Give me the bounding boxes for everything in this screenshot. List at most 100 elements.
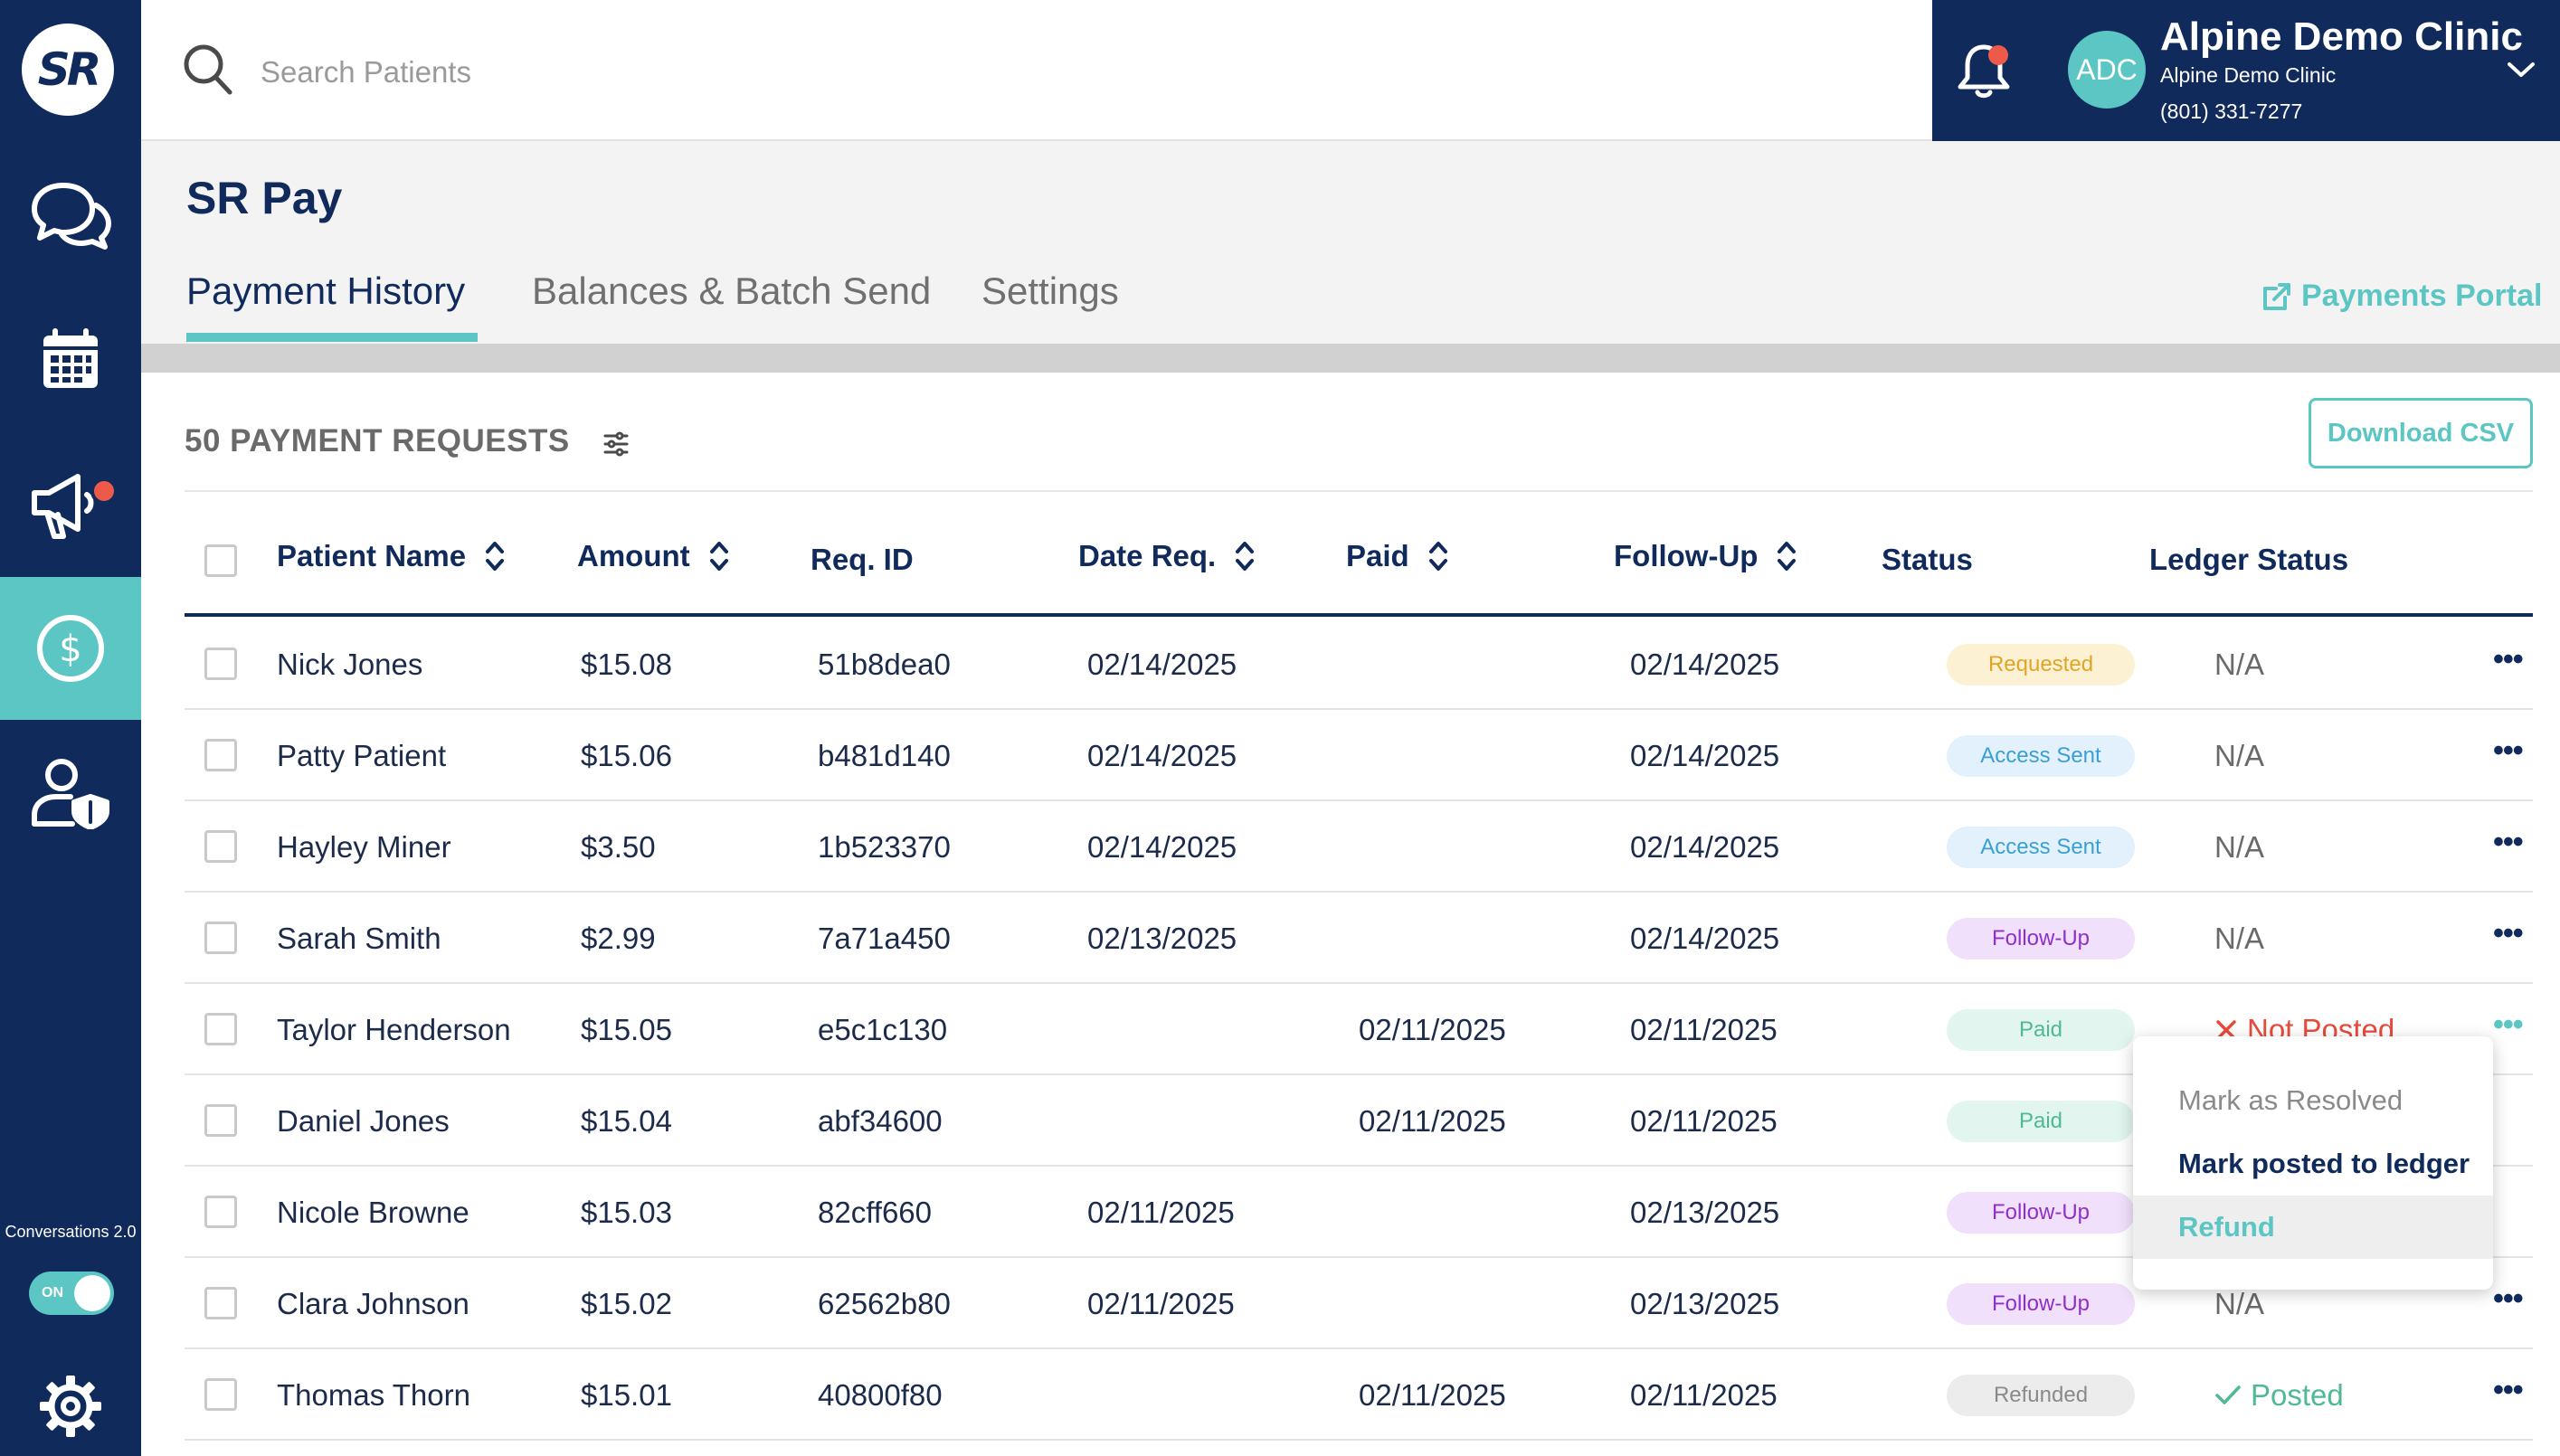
sort-icon [1236,542,1255,571]
follow-up-date: 02/11/2025 [1630,1104,1778,1138]
row-checkbox[interactable] [204,648,237,680]
gear-icon [40,1376,101,1437]
clinic-name: Alpine Demo Clinic [2160,14,2523,59]
col-follow-up[interactable]: Follow-Up [1614,539,1797,573]
row-checkbox[interactable] [204,830,237,863]
patient-name[interactable]: Taylor Henderson [277,1013,511,1046]
search-input[interactable] [261,47,1346,98]
paid-date: 02/11/2025 [1359,1104,1506,1138]
toggle-label: ON [42,1285,63,1300]
dollar-circle-icon: $ [37,615,104,682]
col-label: Date Req. [1078,539,1217,572]
row-checkbox[interactable] [204,1013,237,1045]
search-icon [184,44,232,95]
ledger-status-text: N/A [2214,830,2265,864]
check-mark-icon [2215,1385,2241,1404]
nav-conversations[interactable] [0,143,141,286]
follow-up-date: 02/14/2025 [1630,830,1780,864]
select-all-checkbox[interactable] [204,544,237,577]
table-row[interactable]: Sarah Smith $2.99 7a71a450 02/13/2025 02… [185,893,2533,984]
amount: $15.05 [581,1013,672,1046]
chevron-down-icon[interactable] [2506,60,2536,80]
nav-user-security[interactable] [0,722,141,865]
col-paid[interactable]: Paid [1346,539,1449,573]
megaphone-icon [32,474,94,539]
col-ledger-status: Ledger Status [2149,543,2348,577]
active-tab-indicator [186,333,478,342]
table-row[interactable]: Hayley Miner $3.50 1b523370 02/14/2025 0… [185,801,2533,893]
row-checkbox[interactable] [204,922,237,954]
row-more-button[interactable]: ••• [2493,1281,2524,1316]
conversations-toggle[interactable]: ON [29,1272,114,1315]
nav-calendar[interactable] [0,288,141,430]
row-checkbox[interactable] [204,1196,237,1228]
menu-mark-posted-to-ledger[interactable]: Mark posted to ledger [2178,1148,2470,1179]
patient-name[interactable]: Sarah Smith [277,922,441,955]
payment-requests-card: 50 PAYMENT REQUESTS Download CSV Patient… [141,373,2560,1456]
campaign-notification-dot [90,477,118,505]
col-req-id: Req. ID [811,543,914,577]
nav-campaigns[interactable] [0,432,141,575]
table-row[interactable]: Nicole Browne $15.03 82cff660 02/11/2025… [185,1167,2533,1258]
card-separator [185,490,2533,492]
clinic-switcher[interactable]: ADC Alpine Demo Clinic Alpine Demo Clini… [1932,0,2560,141]
download-csv-button[interactable]: Download CSV [2309,398,2533,468]
nav-payments[interactable]: $ [0,577,141,720]
date-req: 02/11/2025 [1087,1287,1235,1320]
filter-sliders-icon[interactable] [602,430,630,458]
follow-up-date: 02/14/2025 [1630,922,1780,955]
col-date-req[interactable]: Date Req. [1078,539,1256,573]
menu-refund[interactable]: Refund [2133,1196,2493,1259]
patient-name[interactable]: Clara Johnson [277,1287,469,1320]
sr-logo[interactable]: SR [22,24,114,116]
amount: $15.03 [581,1196,672,1229]
patient-name[interactable]: Daniel Jones [277,1104,450,1138]
notification-dot [1988,45,2008,65]
follow-up-date: 02/13/2025 [1630,1287,1780,1320]
payments-portal-label: Payments Portal [2301,279,2543,313]
patient-name[interactable]: Thomas Thorn [277,1378,470,1412]
payments-portal-link[interactable]: Payments Portal [2261,279,2542,314]
nav-settings[interactable] [0,1357,141,1456]
date-req: 02/14/2025 [1087,648,1237,681]
patient-name[interactable]: Patty Patient [277,739,447,772]
status-badge: Paid [1947,1009,2135,1051]
status-badge: Refunded [1947,1375,2135,1416]
amount: $2.99 [581,922,656,955]
table-row[interactable]: Clara Johnson $15.02 62562b80 02/11/2025… [185,1258,2533,1349]
tab-balances-batch-send[interactable]: Balances & Batch Send [532,269,932,312]
req-id: 7a71a450 [818,922,951,955]
col-patient-name[interactable]: Patient Name [277,539,506,573]
patient-name[interactable]: Hayley Miner [277,830,451,864]
col-amount[interactable]: Amount [577,539,730,573]
row-more-button[interactable]: ••• [2493,916,2524,950]
amount: $3.50 [581,830,656,864]
row-checkbox[interactable] [204,739,237,771]
req-id: 51b8dea0 [818,648,951,681]
date-req: 02/13/2025 [1087,922,1237,955]
col-label: Paid [1346,539,1409,572]
row-more-button[interactable]: ••• [2493,1007,2524,1042]
row-checkbox[interactable] [204,1104,237,1137]
table-row[interactable]: Nick Jones $15.08 51b8dea0 02/14/2025 02… [185,619,2533,710]
table-row[interactable]: Patty Patient $15.06 b481d140 02/14/2025… [185,710,2533,801]
row-checkbox[interactable] [204,1287,237,1319]
calendar-icon [43,328,98,388]
req-id: 62562b80 [818,1287,951,1320]
table-row[interactable]: Thomas Thorn $15.01 40800f80 02/11/2025 … [185,1349,2533,1441]
row-more-button[interactable]: ••• [2493,825,2524,859]
toggle-knob [74,1275,110,1311]
follow-up-date: 02/13/2025 [1630,1196,1780,1229]
status-badge: Follow-Up [1947,1192,2135,1234]
patient-name[interactable]: Nick Jones [277,648,423,681]
row-more-button[interactable]: ••• [2493,733,2524,768]
date-req: 02/11/2025 [1087,1196,1235,1229]
table-row[interactable]: Daniel Jones $15.04 abf34600 02/11/2025 … [185,1075,2533,1167]
patient-name[interactable]: Nicole Browne [277,1196,469,1229]
tab-settings[interactable]: Settings [981,269,1119,312]
row-more-button[interactable]: ••• [2493,642,2524,676]
tab-payment-history[interactable]: Payment History [186,269,466,312]
row-more-button[interactable]: ••• [2493,1373,2524,1407]
row-checkbox[interactable] [204,1378,237,1411]
ledger-status: N/A [2214,830,2264,865]
